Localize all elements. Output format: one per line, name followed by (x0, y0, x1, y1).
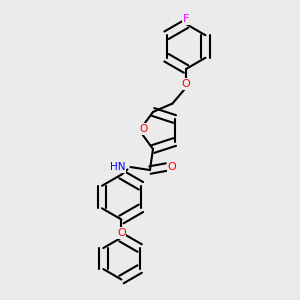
Text: O: O (117, 228, 126, 238)
Text: F: F (183, 14, 189, 25)
Text: HN: HN (110, 162, 125, 172)
Text: O: O (139, 124, 147, 134)
Text: O: O (182, 79, 190, 89)
Text: O: O (167, 162, 176, 172)
